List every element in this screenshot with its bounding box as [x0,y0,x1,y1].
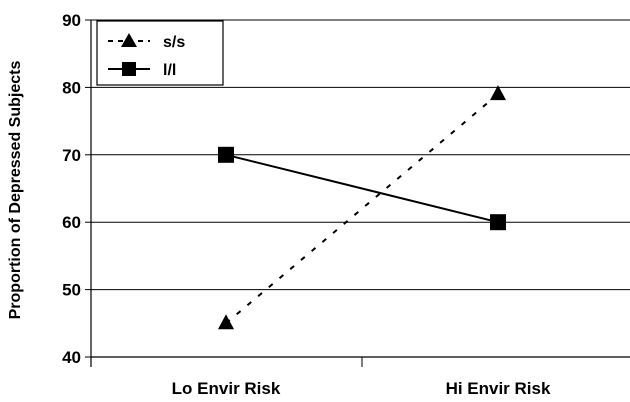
y-tick-labels: 40 50 60 70 80 90 [62,11,81,367]
y-tick-label: 60 [62,213,81,232]
x-tick-labels: Lo Envir Risk Hi Envir Risk [172,379,551,398]
y-tick-label: 40 [62,348,81,367]
legend: s/s l/l [96,20,224,86]
triangle-marker [218,314,234,330]
gridlines [91,19,630,291]
square-marker [490,214,506,231]
y-axis-label: Proportion of Depressed Subjects [7,61,24,320]
legend-label-ss: s/s [163,34,185,51]
y-tick-label: 80 [62,78,81,97]
triangle-marker [490,85,506,101]
legend-label-ll: l/l [163,62,176,79]
legend-marker-ll [122,62,136,76]
series-line-0 [225,93,499,325]
y-tick-label: 70 [62,146,81,165]
axes [85,19,630,367]
legend-box [96,20,224,86]
legend-marker-ss [121,33,137,47]
square-marker [218,146,234,163]
x-tick-label: Hi Envir Risk [446,379,551,398]
x-tick-label: Lo Envir Risk [172,379,281,398]
y-tick-label: 50 [62,281,81,300]
series-line-1 [225,153,499,224]
y-tick-label: 90 [62,11,81,30]
data-series [218,85,506,330]
